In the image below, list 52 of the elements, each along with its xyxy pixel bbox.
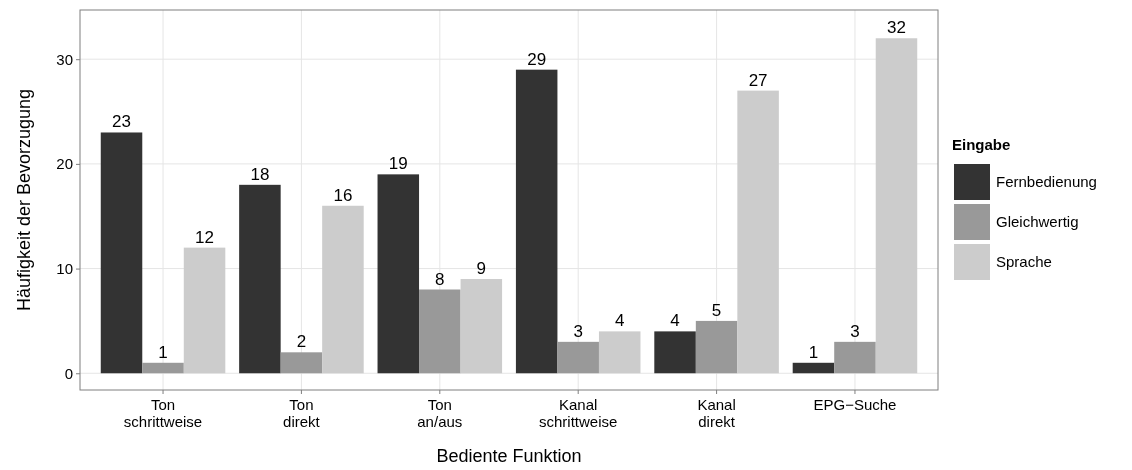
bar bbox=[377, 174, 420, 374]
legend-label: Fernbedienung bbox=[996, 173, 1097, 190]
x-tick-label: EPG−Suche bbox=[813, 396, 897, 413]
bar bbox=[280, 352, 323, 374]
bar bbox=[695, 320, 738, 374]
bar bbox=[239, 184, 281, 374]
data-label: 4 bbox=[670, 311, 680, 331]
data-label: 2 bbox=[296, 332, 307, 352]
bar bbox=[834, 341, 876, 374]
data-label: 27 bbox=[748, 70, 768, 90]
x-tick-label: Kanal direkt bbox=[697, 396, 736, 430]
data-label: 5 bbox=[711, 300, 722, 320]
x-tick-label: Ton schrittweise bbox=[123, 396, 203, 430]
y-tick-label: 20 bbox=[56, 155, 73, 173]
data-label: 19 bbox=[388, 154, 408, 174]
x-tick-label: Ton an/aus bbox=[417, 396, 463, 430]
data-label: 1 bbox=[158, 342, 168, 362]
y-tick-label: 0 bbox=[64, 364, 73, 382]
bar bbox=[557, 341, 599, 374]
bar bbox=[460, 279, 503, 374]
data-label: 8 bbox=[435, 269, 445, 289]
data-label: 4 bbox=[614, 311, 625, 331]
data-label: 16 bbox=[333, 185, 353, 205]
y-axis-title: Häufigkeit der Bevorzugung bbox=[14, 88, 34, 312]
legend-title: Eingabe bbox=[952, 136, 1011, 153]
bar bbox=[142, 362, 184, 374]
bar bbox=[875, 38, 918, 374]
bar bbox=[598, 331, 641, 374]
data-label: 3 bbox=[573, 321, 583, 341]
bar bbox=[183, 247, 226, 374]
bar bbox=[737, 90, 779, 374]
bar bbox=[419, 289, 461, 374]
data-label: 12 bbox=[195, 227, 215, 247]
y-tick-label: 30 bbox=[56, 50, 73, 68]
data-label: 1 bbox=[808, 342, 819, 362]
data-label: 9 bbox=[476, 259, 487, 279]
legend-label: Gleichwertig bbox=[996, 213, 1079, 230]
data-label: 23 bbox=[112, 112, 131, 132]
data-label: 18 bbox=[250, 164, 270, 184]
bar bbox=[654, 331, 696, 374]
bar bbox=[100, 132, 143, 374]
bar bbox=[515, 69, 558, 374]
data-label: 29 bbox=[527, 49, 547, 69]
x-tick-label: Kanal schrittweise bbox=[539, 396, 618, 430]
legend-label: Sprache bbox=[996, 253, 1052, 270]
x-axis-title: Bediente Funktion bbox=[436, 446, 582, 466]
bar bbox=[792, 362, 835, 374]
data-label: 3 bbox=[850, 321, 860, 341]
data-label: 32 bbox=[887, 18, 906, 38]
bar bbox=[322, 205, 364, 374]
x-tick-label: Ton direkt bbox=[283, 396, 321, 430]
y-tick-label: 10 bbox=[56, 259, 73, 277]
